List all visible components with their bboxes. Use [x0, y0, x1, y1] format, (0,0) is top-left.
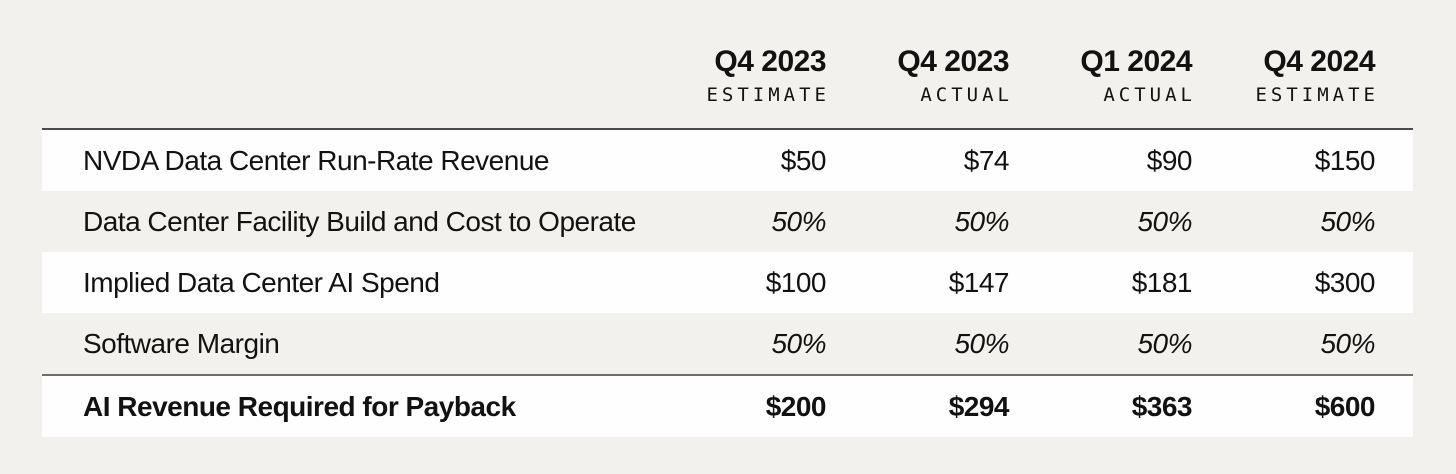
- payback-table: Q4 2023 ESTIMATE Q4 2023 ACTUAL Q1 2024 …: [42, 0, 1413, 437]
- column-header-3: Q1 2024 ACTUAL: [1047, 45, 1230, 128]
- column-period-label: Q1 2024: [1080, 45, 1192, 78]
- cell-value: $600: [1314, 390, 1376, 422]
- row-label: AI Revenue Required for Payback: [83, 390, 516, 422]
- column-header-4: Q4 2024 ESTIMATE: [1230, 45, 1413, 128]
- cell-value: $181: [1131, 266, 1193, 298]
- cell-value: 50%: [1320, 205, 1375, 237]
- cell-value: $300: [1314, 266, 1376, 298]
- table-row: AI Revenue Required for Payback $200 $294…: [42, 374, 1413, 437]
- cell-value: $294: [948, 390, 1010, 422]
- cell-value: 50%: [771, 205, 826, 237]
- column-header-2: Q4 2023 ACTUAL: [864, 45, 1047, 128]
- column-type-label: ESTIMATE: [706, 84, 830, 106]
- cell-value: $150: [1314, 144, 1376, 176]
- row-label: Software Margin: [83, 327, 280, 359]
- row-label: Data Center Facility Build and Cost to O…: [83, 205, 636, 237]
- column-type-label: ACTUAL: [1103, 84, 1196, 106]
- column-period-label: Q4 2023: [897, 45, 1009, 78]
- cell-value: $100: [765, 266, 827, 298]
- column-type-label: ESTIMATE: [1255, 84, 1379, 106]
- header-row: Q4 2023 ESTIMATE Q4 2023 ACTUAL Q1 2024 …: [42, 0, 1413, 130]
- cell-value: 50%: [954, 327, 1009, 359]
- cell-value: 50%: [1137, 205, 1192, 237]
- table-row: Data Center Facility Build and Cost to O…: [42, 191, 1413, 252]
- cell-value: $50: [780, 144, 827, 176]
- cell-value: $363: [1131, 390, 1193, 422]
- column-header-1: Q4 2023 ESTIMATE: [681, 45, 864, 128]
- column-type-label: ACTUAL: [920, 84, 1013, 106]
- column-period-label: Q4 2024: [1263, 45, 1375, 78]
- table-row: Software Margin 50% 50% 50% 50%: [42, 313, 1413, 374]
- cell-value: $200: [765, 390, 827, 422]
- cell-value: 50%: [1137, 327, 1192, 359]
- cell-value: 50%: [1320, 327, 1375, 359]
- cell-value: 50%: [954, 205, 1009, 237]
- cell-value: $90: [1146, 144, 1193, 176]
- row-label: Implied Data Center AI Spend: [83, 266, 440, 298]
- cell-value: 50%: [771, 327, 826, 359]
- table-body: NVDA Data Center Run-Rate Revenue $50 $74…: [42, 130, 1413, 437]
- column-period-label: Q4 2023: [714, 45, 826, 78]
- row-label: NVDA Data Center Run-Rate Revenue: [83, 144, 549, 176]
- cell-value: $74: [963, 144, 1010, 176]
- cell-value: $147: [948, 266, 1010, 298]
- table-row: Implied Data Center AI Spend $100 $147 $18…: [42, 252, 1413, 313]
- table-row: NVDA Data Center Run-Rate Revenue $50 $74…: [42, 130, 1413, 191]
